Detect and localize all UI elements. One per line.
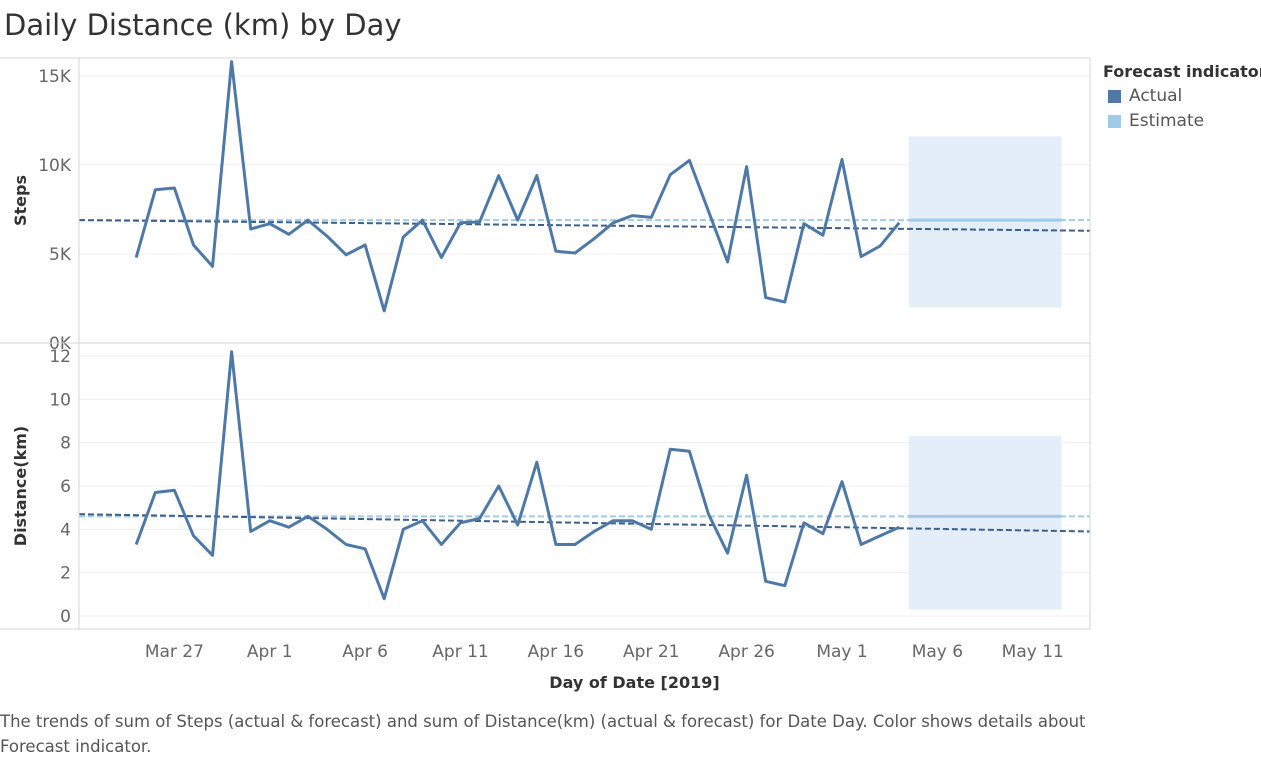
legend-swatch-estimate	[1108, 114, 1121, 128]
distance-y-tick-label: 12	[49, 347, 71, 367]
steps-y-tick-label: 5K	[49, 245, 72, 265]
x-tick-label: Mar 27	[145, 642, 204, 662]
steps-y-axis-label: Steps	[11, 175, 30, 226]
legend[interactable]: Forecast indicator Actual Estimate	[1103, 62, 1261, 131]
legend-swatch-actual	[1108, 89, 1121, 103]
distance-trend-line	[78, 513, 1091, 533]
steps-actual-series-line	[134, 60, 901, 313]
distance-y-tick-label: 4	[60, 520, 71, 540]
x-tick-label: Apr 21	[623, 642, 679, 662]
legend-item-estimate[interactable]: Estimate	[1108, 111, 1261, 131]
x-tick-label: Apr 16	[528, 642, 584, 662]
steps-y-tick-label: 10K	[38, 156, 72, 176]
x-tick-label: Apr 6	[342, 642, 388, 662]
steps-y-tick-label: 15K	[38, 67, 72, 87]
legend-item-actual[interactable]: Actual	[1108, 86, 1261, 106]
distance-y-tick-label: 0	[60, 607, 71, 627]
distance-forecast-band	[908, 436, 1062, 610]
distance-y-tick-label: 10	[49, 390, 71, 410]
distance-y-tick-label: 6	[60, 477, 71, 497]
chart-caption: The trends of sum of Steps (actual & for…	[0, 712, 1086, 756]
chart-title: Daily Distance (km) by Day	[4, 8, 402, 42]
x-tick-label: May 11	[1002, 642, 1064, 662]
x-tick-label: Apr 11	[432, 642, 488, 662]
x-tick-label: Apr 1	[247, 642, 293, 662]
legend-label-estimate: Estimate	[1129, 111, 1205, 131]
x-tick-label: Apr 26	[718, 642, 774, 662]
steps-trend-line	[78, 219, 1091, 232]
legend-title: Forecast indicator	[1103, 62, 1261, 81]
legend-label-actual: Actual	[1129, 86, 1183, 106]
distance-y-axis-label: Distance(km)	[11, 426, 30, 546]
distance-actual-series-line	[134, 350, 900, 601]
steps-y-tick-label: 0K	[49, 334, 72, 354]
chart-area: 0K 5K 10K 15K Steps 0 2 4 6 8 10 12 Distance(km) Mar …	[0, 57, 1091, 692]
distance-y-tick-label: 8	[60, 434, 71, 454]
steps-forecast-band	[908, 136, 1062, 308]
distance-y-tick-label: 2	[60, 564, 71, 584]
x-tick-label: May 6	[912, 642, 963, 662]
x-tick-label: May 1	[816, 642, 867, 662]
x-axis-label: Day of Date [2019]	[549, 673, 719, 692]
